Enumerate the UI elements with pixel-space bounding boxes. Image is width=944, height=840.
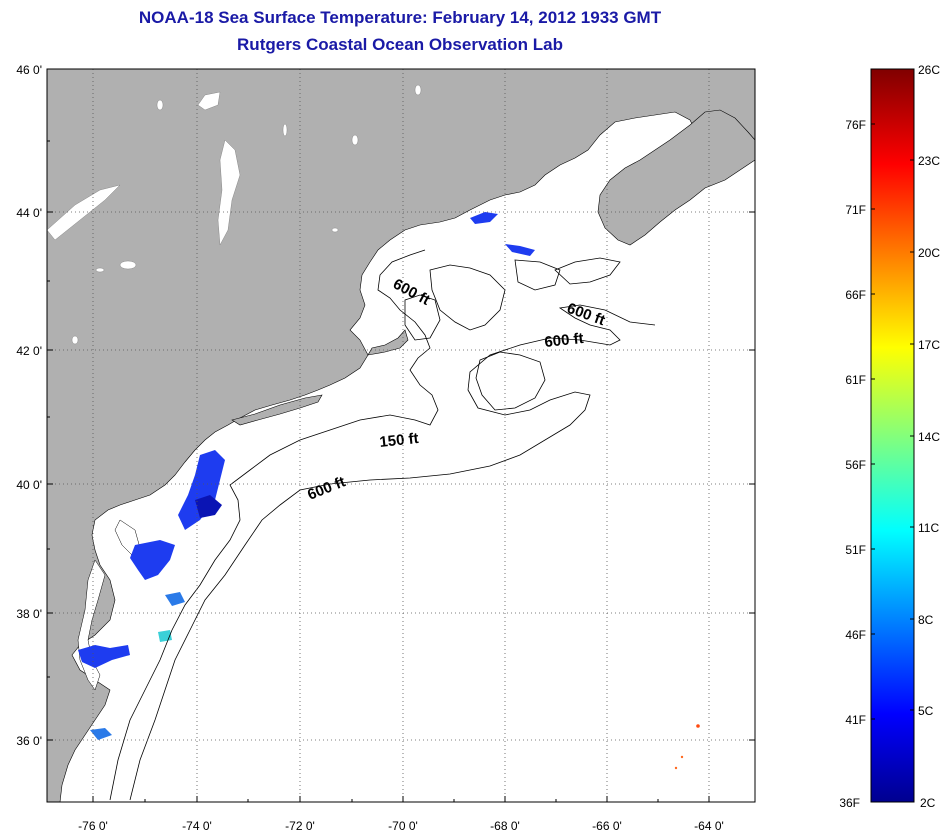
map-layers — [47, 69, 755, 802]
contour-label-600ft-georges: 600 ft — [544, 330, 585, 351]
colorbar-celsius-labels: 26C 23C 20C 17C 14C 11C 8C 5C 2C — [918, 63, 940, 810]
lon-label: -70 0' — [388, 819, 418, 833]
contour-gulf-maine-a — [429, 264, 506, 331]
colorbar-label-f: 71F — [845, 203, 866, 217]
lat-label: 38 0' — [16, 607, 42, 621]
lon-label: -68 0' — [490, 819, 520, 833]
colorbar-label-f: 76F — [845, 118, 866, 132]
lon-label: -76 0' — [78, 819, 108, 833]
sst-data-patches — [78, 212, 700, 770]
map-frame — [46, 68, 756, 803]
colorbar-label-c: 17C — [918, 338, 940, 352]
colorbar-label-c: 11C — [918, 521, 939, 535]
colorbar-label-f: 56F — [845, 458, 866, 472]
colorbar-label-c: 8C — [918, 613, 934, 627]
contour-label-150ft: 150 ft — [379, 430, 420, 451]
lon-label: -72 0' — [285, 819, 315, 833]
land-us-coast — [47, 69, 755, 802]
lat-label: 44 0' — [16, 206, 42, 220]
colorbar-label-c: 14C — [918, 430, 940, 444]
colorbar-label-f: 46F — [845, 628, 866, 642]
frame-ticks — [47, 68, 755, 802]
sst-patch-delmarva — [130, 540, 175, 580]
longitude-labels: -76 0' -74 0' -72 0' -70 0' -68 0' -66 0… — [78, 819, 724, 833]
lon-label: -66 0' — [592, 819, 622, 833]
colorbar-label-f: 66F — [845, 288, 866, 302]
sst-patch-gulf-maine — [470, 212, 498, 224]
contour-ns-shelf — [554, 257, 621, 285]
colorbar-label-f: 51F — [845, 543, 866, 557]
colorbar-ticks — [871, 68, 914, 803]
contour-georges — [475, 351, 546, 411]
colorbar-label-c: 20C — [918, 246, 940, 260]
sst-patch-offshore-va — [165, 592, 185, 606]
colorbar-label-c: 26C — [918, 63, 940, 77]
colorbar-label-f: 61F — [845, 373, 866, 387]
contour-gulf-maine-c — [514, 259, 561, 291]
lat-label: 36 0' — [16, 734, 42, 748]
lat-label: 40 0' — [16, 478, 42, 492]
lat-label: 42 0' — [16, 344, 42, 358]
latitude-labels: 46 0' 44 0' 42 0' 40 0' 38 0' 36 0' — [16, 63, 42, 748]
map-subtitle: Rutgers Coastal Ocean Observation Lab — [237, 35, 563, 54]
sst-pixel-warm-1 — [696, 724, 700, 728]
contour-gulf-maine-b — [404, 294, 441, 341]
lon-label: -64 0' — [694, 819, 724, 833]
colorbar — [870, 68, 915, 803]
contour-150ft — [109, 249, 439, 801]
colorbar-label-f: 41F — [845, 713, 866, 727]
sst-pixel-warm-3 — [674, 766, 678, 770]
sst-patch-nj-shelf — [178, 450, 225, 530]
contour-600ft-shelf — [129, 304, 656, 801]
sst-pixel-warm-2 — [680, 755, 684, 759]
colorbar-label-c: 5C — [918, 704, 934, 718]
lat-label: 46 0' — [16, 63, 42, 77]
bathymetry-contours — [109, 249, 656, 801]
colorbar-label-c: 2C — [920, 796, 936, 810]
colorbar-label-c: 23C — [918, 154, 940, 168]
colorbar-label-f: 36F — [839, 796, 860, 810]
map-title: NOAA-18 Sea Surface Temperature: Februar… — [138, 8, 662, 27]
sst-patch-bay-fundy — [505, 244, 535, 256]
land-long-island — [231, 394, 323, 426]
sst-patch-chesapeake-mouth — [78, 645, 130, 668]
lon-label: -74 0' — [182, 819, 212, 833]
lakes — [47, 84, 422, 345]
land-nova-scotia — [597, 109, 755, 246]
land-cape-cod — [367, 329, 409, 356]
sst-patch-nc — [90, 728, 112, 740]
colorbar-fahrenheit-labels: 76F 71F 66F 61F 56F 51F 46F 41F 36F — [839, 118, 866, 810]
sst-patch-nj-coast — [195, 495, 222, 518]
